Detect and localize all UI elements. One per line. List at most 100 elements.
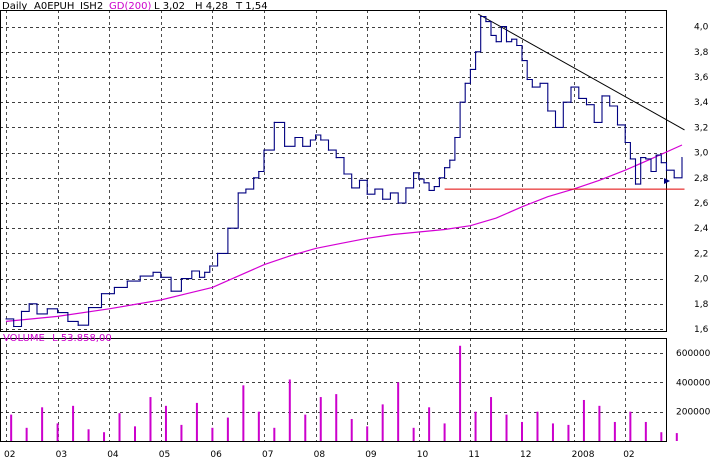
- price-point: [616, 124, 619, 126]
- indicator-label: GD(200): [109, 1, 152, 12]
- price-point: [495, 41, 497, 43]
- price-point: [191, 270, 193, 272]
- price-point: [87, 306, 90, 309]
- volume-bar: [381, 404, 384, 441]
- x-tick-label: 06: [210, 450, 222, 460]
- price-point: [438, 177, 441, 179]
- volume-bar: [335, 394, 338, 441]
- price-point: [302, 145, 304, 147]
- price-point: [36, 313, 38, 315]
- volume-last: L 53.858,00: [52, 333, 112, 344]
- price-point: [389, 192, 392, 194]
- volume-bar: [164, 405, 167, 441]
- price-point: [485, 20, 487, 23]
- volume-bar: [629, 411, 632, 441]
- x-tick-label: 02: [4, 450, 15, 460]
- x-tick-label: 07: [262, 450, 273, 460]
- volume-bar: [25, 427, 28, 441]
- price-point: [413, 172, 415, 174]
- volume-bar: [242, 385, 245, 441]
- price-point: [139, 275, 141, 277]
- y-tick-label: 2,6: [694, 199, 709, 209]
- x-tick-label: 10: [417, 450, 429, 460]
- period-label: Daily: [2, 1, 28, 12]
- x-tick-label: 03: [56, 450, 67, 460]
- price-point: [245, 188, 247, 190]
- x-tick-label: 12: [520, 450, 531, 460]
- price-point: [593, 121, 595, 123]
- price-point: [474, 51, 477, 53]
- price-point: [405, 187, 407, 189]
- price-point: [335, 157, 337, 159]
- price-line: [6, 15, 683, 328]
- y-tick-label: 3,2: [694, 123, 708, 133]
- price-point: [459, 101, 461, 103]
- price-point: [253, 177, 255, 179]
- y-tick-label: 4,0: [694, 23, 709, 33]
- price-point: [645, 158, 647, 160]
- price-point: [358, 179, 361, 181]
- volume-bar: [273, 427, 276, 441]
- price-point: [469, 68, 471, 71]
- price-point: [500, 26, 502, 28]
- volume-bar: [350, 419, 353, 441]
- price-point: [464, 82, 466, 84]
- volume-bar: [87, 429, 90, 441]
- volume-bar: [366, 426, 369, 441]
- x-tick-label: 02: [623, 450, 634, 460]
- volume-bar: [118, 413, 121, 441]
- volume-bar: [134, 426, 136, 441]
- volume-bar: [598, 405, 601, 441]
- price-point: [585, 104, 588, 106]
- volume-bar: [41, 407, 44, 441]
- price-point: [170, 290, 172, 292]
- price-point: [490, 34, 492, 37]
- price-point: [665, 169, 668, 171]
- x-tick-label: 08: [314, 450, 326, 460]
- price-point: [660, 162, 662, 164]
- price-point: [28, 303, 30, 305]
- price-point: [531, 86, 533, 88]
- price-point: [374, 188, 376, 190]
- volume-bar: [582, 399, 585, 441]
- volume-panel-frame: [0, 338, 667, 442]
- volume-bar: [644, 421, 647, 441]
- price-point: [673, 177, 675, 179]
- price-point: [309, 139, 312, 141]
- price-point: [449, 159, 451, 161]
- price-point: [578, 97, 580, 100]
- volume-bar: [72, 405, 75, 441]
- price-point: [526, 78, 528, 81]
- volume-bar: [319, 397, 322, 441]
- price-point: [204, 271, 206, 273]
- volume-bar: [412, 427, 415, 441]
- price-panel-frame: [0, 10, 667, 332]
- price-point: [418, 178, 420, 180]
- high-value: H 4,28: [195, 1, 228, 12]
- price-point: [57, 312, 59, 314]
- volume-bar: [397, 382, 400, 441]
- price-point: [444, 167, 446, 169]
- volume-tick-label: 400000: [676, 378, 711, 388]
- price-point: [237, 192, 239, 194]
- price-point: [5, 318, 7, 320]
- price-point: [327, 149, 330, 151]
- price-point: [650, 170, 652, 173]
- volume-bar: [211, 427, 214, 441]
- price-point: [640, 157, 642, 159]
- x-tick-label: 04: [107, 450, 119, 460]
- price-point: [315, 134, 317, 136]
- price-point: [382, 198, 384, 200]
- y-tick-label: 1,8: [694, 300, 709, 310]
- price-point: [428, 189, 430, 191]
- price-point: [480, 15, 482, 18]
- price-point: [570, 86, 572, 88]
- price-point: [273, 121, 275, 123]
- price-point: [601, 95, 603, 97]
- price-point: [554, 126, 557, 128]
- name-label: ISH2: [80, 1, 104, 12]
- volume-bar: [56, 423, 59, 441]
- y-tick-label: 2,4: [694, 224, 709, 234]
